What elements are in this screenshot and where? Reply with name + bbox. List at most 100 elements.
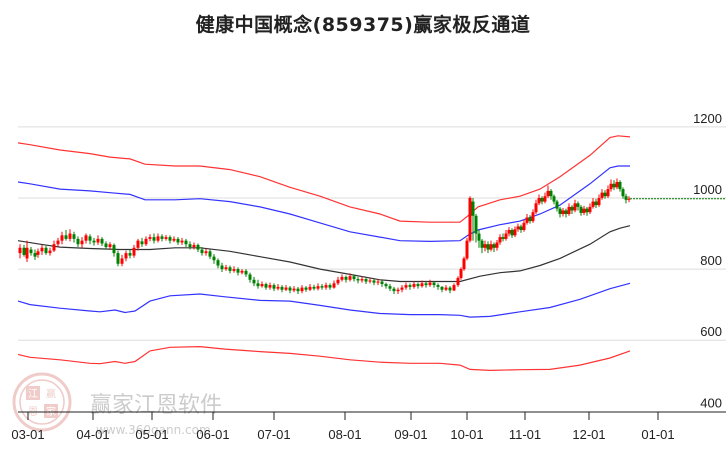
candle (400, 285, 404, 293)
candle (324, 282, 328, 290)
candle (510, 228, 514, 238)
candle (474, 213, 478, 243)
candle (72, 231, 76, 243)
candle (609, 179, 613, 192)
candle (477, 229, 481, 248)
candle (519, 224, 523, 233)
candle (504, 229, 508, 241)
candle (252, 276, 256, 287)
candle (384, 282, 388, 289)
y-axis: 400 600 800 1000 1200 (693, 111, 722, 410)
candle (312, 284, 316, 291)
candle (352, 274, 356, 282)
candle (525, 213, 529, 225)
candle (606, 185, 610, 198)
candle (48, 247, 52, 256)
x-tick-label: 07-01 (257, 427, 290, 442)
candle (136, 238, 140, 251)
candle (340, 274, 344, 282)
candle (232, 266, 236, 273)
candle (208, 249, 212, 260)
x-tick-label: 11-01 (509, 427, 541, 442)
candle (68, 229, 72, 242)
candle (344, 275, 348, 283)
x-tick-label: 01-01 (641, 427, 674, 442)
candle (462, 256, 466, 271)
candle (64, 229, 68, 241)
x-tick-label: 12-01 (572, 427, 605, 442)
candle (184, 238, 188, 248)
upper-inner-band-line (17, 165, 630, 243)
candle (627, 196, 631, 203)
candle (388, 284, 392, 292)
candle (585, 206, 589, 216)
y-tick-label: 600 (700, 324, 722, 339)
candle (96, 235, 100, 245)
candle (280, 285, 284, 293)
candle (555, 199, 559, 212)
candle (543, 192, 547, 204)
candle (176, 237, 180, 245)
candle (440, 286, 444, 293)
candle (498, 234, 502, 245)
candle (328, 283, 332, 290)
candle (588, 203, 592, 214)
candle (168, 235, 172, 244)
candle (132, 244, 136, 258)
x-tick-label: 08-01 (328, 427, 361, 442)
candle (268, 282, 272, 290)
candle (489, 240, 493, 252)
candle (188, 241, 192, 250)
candle (120, 254, 124, 267)
watermark: 江 赢 恩 家 赢家江恩软件 www.360gann.com (12, 372, 222, 437)
x-tick-label: 04-01 (76, 427, 109, 442)
candle (564, 208, 568, 218)
y-tick-label: 1200 (693, 111, 722, 126)
candle (372, 279, 376, 286)
candle (376, 279, 380, 286)
candle (537, 194, 541, 206)
candle (308, 284, 312, 292)
candle (116, 250, 120, 267)
candle (264, 282, 268, 290)
candle (570, 205, 574, 214)
candle (100, 237, 104, 246)
candle (25, 240, 29, 262)
candle (591, 198, 595, 209)
candle (36, 248, 40, 258)
candle (22, 244, 26, 257)
candle (396, 287, 400, 294)
candle (216, 258, 220, 269)
candle (408, 283, 412, 290)
candle (29, 247, 33, 256)
upper-outer-band-line (17, 135, 631, 223)
candle (272, 283, 276, 292)
candle (192, 242, 196, 250)
candle (164, 234, 168, 241)
candle (501, 233, 505, 242)
candle (348, 273, 352, 282)
candle (412, 281, 416, 289)
candle (196, 243, 200, 253)
candle (576, 201, 580, 211)
candle (300, 285, 304, 294)
candle (540, 196, 544, 205)
candle (513, 226, 517, 238)
candle (495, 239, 499, 251)
candle (428, 279, 432, 287)
chart-title: 健康中国概念(859375)赢家极反通道 (195, 14, 531, 36)
candle (558, 206, 562, 218)
y-tick-label: 400 (700, 395, 722, 410)
candle (452, 283, 456, 292)
candle (56, 237, 60, 248)
candle (224, 264, 228, 271)
candle (368, 277, 372, 284)
seal-char: 江 (28, 388, 38, 400)
candle (531, 209, 535, 223)
candle (152, 233, 156, 244)
candle (468, 196, 472, 243)
candle (244, 269, 248, 277)
candle (546, 185, 550, 198)
candle (507, 227, 511, 237)
x-axis: 03-01 04-01 05-01 06-01 07-01 08-01 09-01 10-01… (11, 411, 726, 442)
